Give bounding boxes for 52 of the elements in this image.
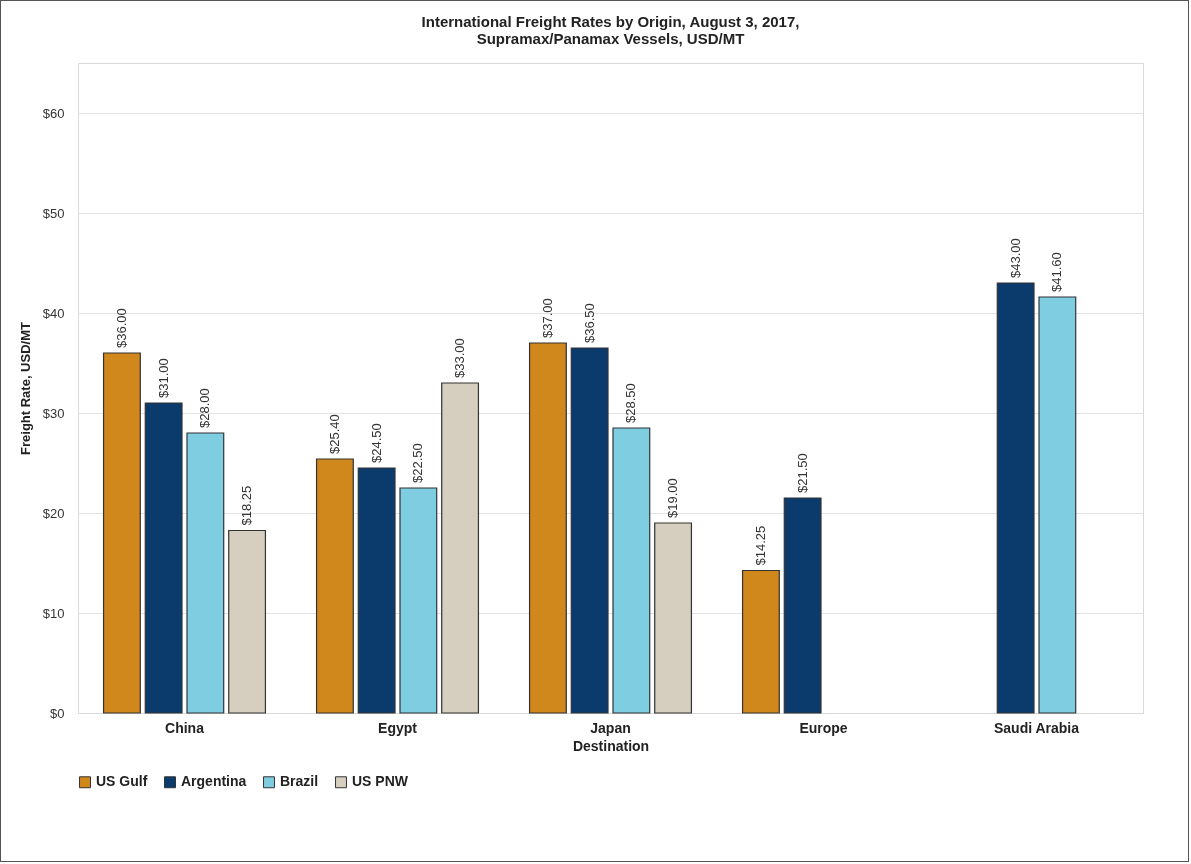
- bar: [228, 529, 267, 714]
- bar: [357, 467, 396, 714]
- bar: [654, 522, 693, 714]
- bar: [1038, 296, 1077, 714]
- data-label: $14.25: [752, 525, 768, 566]
- y-tick-label: $0: [50, 705, 65, 721]
- legend-label: Argentina: [181, 773, 247, 790]
- x-tick-label: China: [165, 719, 205, 736]
- bar: [315, 458, 354, 714]
- bar: [102, 352, 141, 714]
- data-label: $28.00: [197, 388, 213, 428]
- x-tick-label: Japan: [590, 719, 631, 736]
- legend-label: Brazil: [280, 773, 319, 790]
- data-label: $24.50: [368, 423, 384, 463]
- legend-label: US Gulf: [96, 773, 148, 790]
- bar: [441, 382, 480, 714]
- y-tick-label: $30: [42, 405, 65, 421]
- data-label: $43.00: [1007, 238, 1023, 278]
- data-label: $21.50: [794, 453, 810, 493]
- y-tick-label: $60: [42, 105, 65, 121]
- data-label: $28.50: [623, 383, 639, 423]
- x-tick-label: Saudi Arabia: [993, 719, 1080, 736]
- y-tick-label: $40: [42, 305, 65, 321]
- data-label: $36.00: [113, 308, 129, 348]
- data-label: $31.00: [155, 358, 171, 398]
- data-label: $18.25: [239, 485, 255, 526]
- bar: [186, 432, 225, 714]
- bar: [528, 342, 567, 714]
- bar: [741, 569, 780, 714]
- y-axis-title: Freight Rate, USD/MT: [17, 322, 33, 455]
- data-label: $25.40: [326, 414, 342, 454]
- y-tick-label: $50: [42, 205, 65, 221]
- data-label: $19.00: [665, 478, 681, 518]
- data-label: $41.60: [1049, 252, 1065, 292]
- bar: [399, 487, 438, 714]
- legend-label: US PNW: [352, 773, 409, 790]
- chart-subtitle: Supramax/Panamax Vessels, USD/MT: [476, 30, 745, 47]
- bar: [996, 282, 1035, 714]
- chart-title: International Freight Rates by Origin, August 3, 2017,: [421, 13, 800, 30]
- data-label: $22.50: [410, 443, 426, 483]
- x-tick-label: Europe: [799, 719, 848, 736]
- y-tick-label: $10: [42, 605, 65, 621]
- data-label: $33.00: [452, 338, 468, 378]
- x-tick-label: Egypt: [378, 719, 418, 736]
- bar: [783, 497, 822, 714]
- data-label: $37.00: [539, 298, 555, 338]
- y-tick-label: $20: [42, 505, 65, 521]
- x-axis-title: Destination: [572, 737, 650, 754]
- data-label: $36.50: [581, 303, 597, 343]
- bar: [144, 402, 183, 714]
- bar: [612, 427, 651, 714]
- bar: [570, 347, 609, 714]
